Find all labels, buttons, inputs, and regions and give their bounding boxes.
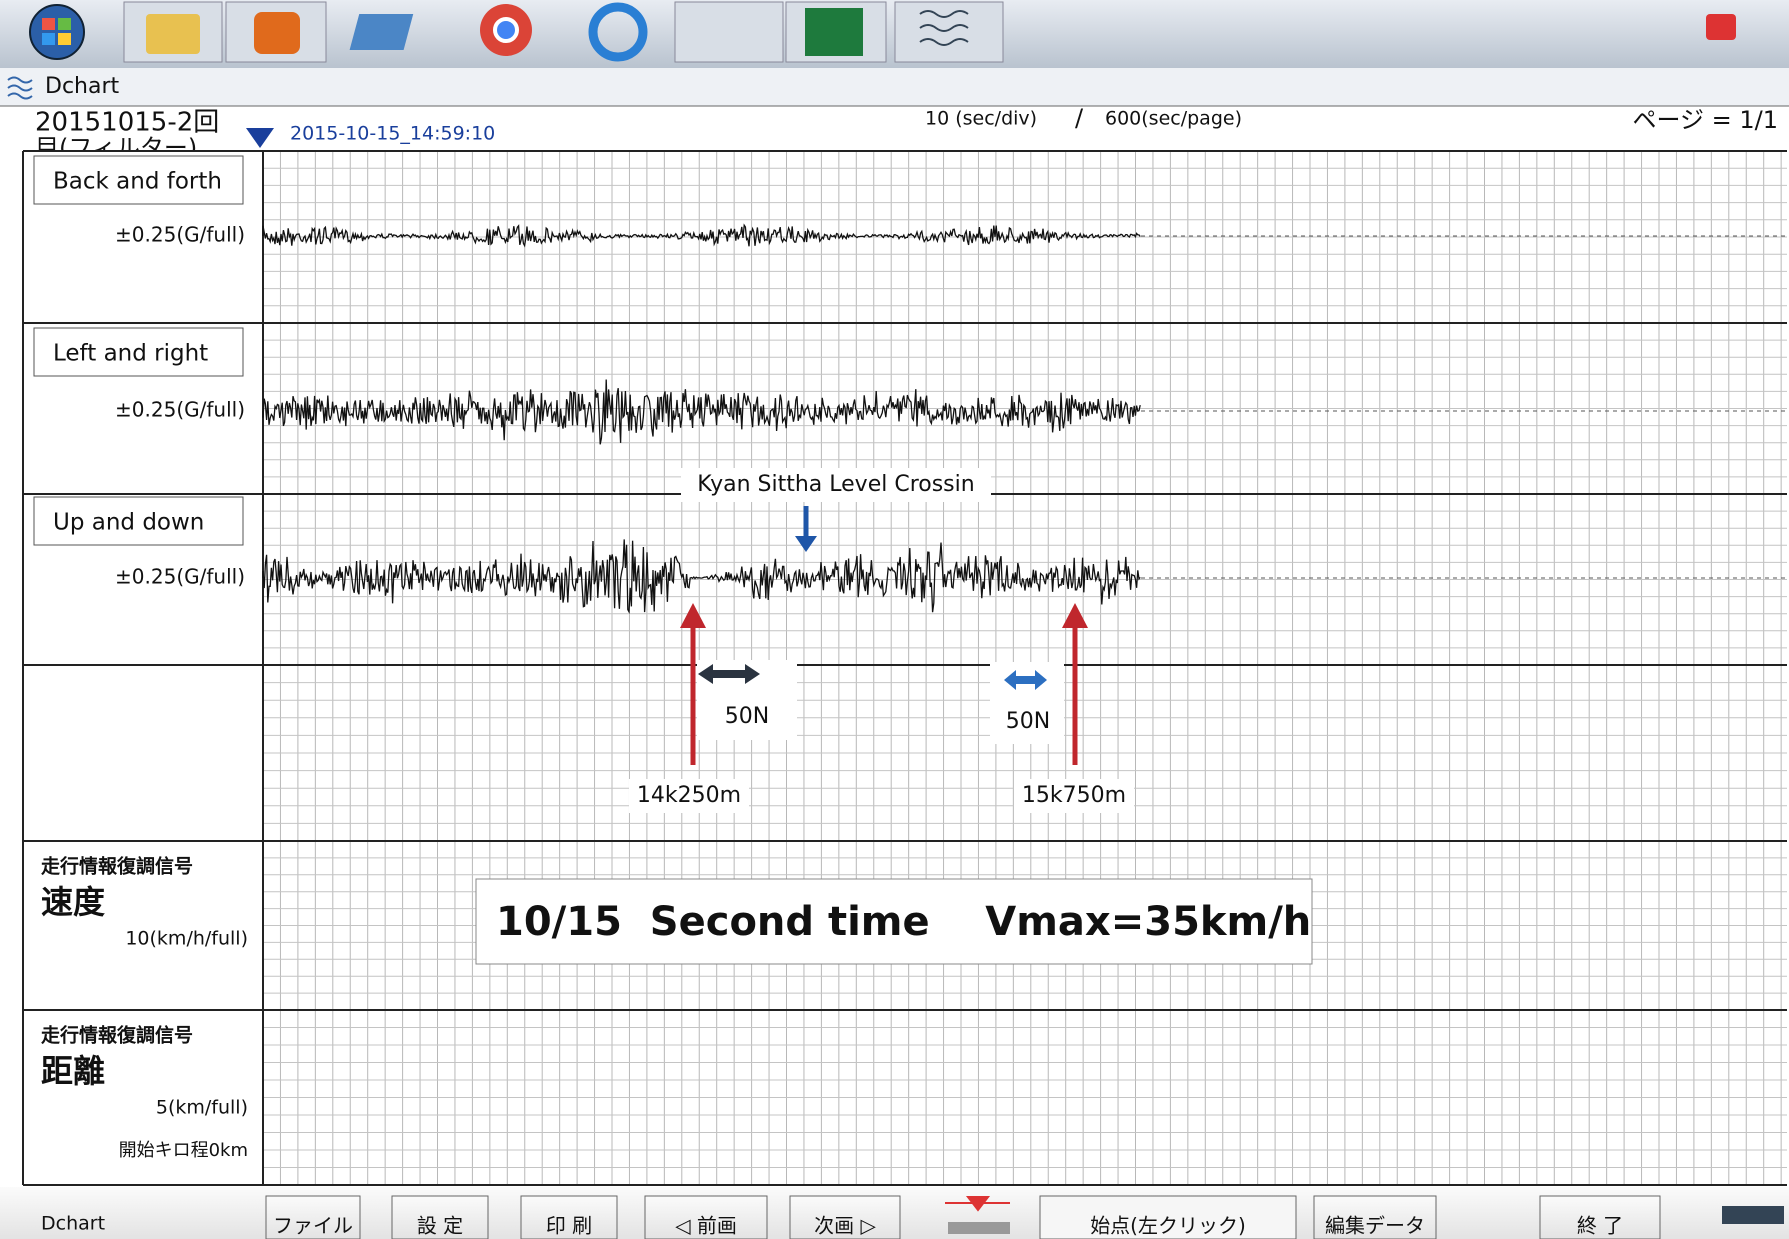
toolbar-button-label[interactable]: 印 刷: [546, 1214, 592, 1238]
brand-logo: [1722, 1206, 1784, 1224]
channel-group: 走行情報復調信号: [41, 1024, 193, 1047]
crossing-label: Kyan Sittha Level Crossin: [697, 472, 974, 497]
toolbar-app: Dchart: [41, 1213, 105, 1235]
channel-range: ±0.25(G/full): [115, 398, 245, 422]
cursor-marker: [246, 128, 274, 148]
logo-part: [42, 33, 55, 45]
title-bar: [0, 68, 1789, 106]
chart-area: Back and forth ±0.25(G/full) Left and righ…: [23, 151, 1787, 1185]
toolbar-button-label[interactable]: 編集データ: [1325, 1214, 1425, 1238]
channel-name: 距離: [41, 1052, 105, 1090]
force-label: 50N: [1006, 709, 1050, 734]
tray-icon[interactable]: [1706, 14, 1736, 40]
logo-part: [58, 18, 71, 30]
channel-name: 速度: [41, 883, 105, 921]
toolbar: Dchart ファイル 設 定 印 刷 ◁ 前画 次画 ▷ 始点(左クリック) 編集データ 終 …: [0, 1187, 1789, 1239]
channel-name: Up and down: [53, 510, 204, 536]
app-icon[interactable]: [350, 14, 414, 50]
toolbar-button-label[interactable]: 終 了: [1577, 1214, 1623, 1238]
channel-range: 10(km/h/full): [125, 928, 248, 950]
toolbar-button-label[interactable]: ◁ 前画: [674, 1214, 737, 1238]
force-label: 50N: [725, 704, 769, 729]
channel-group: 走行情報復調信号: [41, 855, 193, 878]
toolbar-button-label[interactable]: 始点(左クリック): [1090, 1214, 1246, 1238]
km-label: 14k250m: [637, 783, 741, 808]
file-name: 20151015-2回: [35, 108, 219, 138]
taskbar-item[interactable]: [675, 2, 783, 62]
channel-name: Back and forth: [53, 169, 222, 195]
start-time: 2015-10-15_14:59:10: [290, 123, 495, 145]
chrome-center: [495, 19, 517, 41]
start-button[interactable]: [30, 5, 84, 59]
channel-note: 開始キロ程0km: [119, 1140, 248, 1161]
window-title: Dchart: [45, 74, 120, 99]
separator: /: [1075, 104, 1084, 132]
toolbar-button-label[interactable]: 次画 ▷: [814, 1214, 876, 1238]
channel-range: ±0.25(G/full): [115, 223, 245, 247]
cursor-tool-bar[interactable]: [948, 1222, 1010, 1234]
channel-range: ±0.25(G/full): [115, 565, 245, 589]
media-icon: [254, 12, 300, 54]
km-label: 15k750m: [1022, 783, 1126, 808]
logo-part: [42, 18, 55, 30]
page-indicator: ページ = 1/1: [1632, 106, 1778, 134]
channel-name: Left and right: [53, 341, 208, 367]
channel-range: 5(km/full): [156, 1097, 248, 1119]
taskbar-item[interactable]: [895, 2, 1003, 62]
toolbar-button-label[interactable]: 設 定: [417, 1214, 463, 1238]
time-scale: 10 (sec/div): [925, 108, 1037, 130]
logo-part: [58, 33, 71, 45]
toolbar-button-label[interactable]: ファイル: [273, 1214, 353, 1238]
screen: Dchart 20151015-2回 目(フィルター) 2015-10-15_1…: [0, 0, 1789, 1239]
summary: 10/15 Second time Vmax=35km/h: [496, 899, 1311, 945]
excel-icon: [805, 8, 863, 56]
explorer-icon: [146, 14, 200, 54]
page-scale: 600(sec/page): [1105, 108, 1242, 130]
